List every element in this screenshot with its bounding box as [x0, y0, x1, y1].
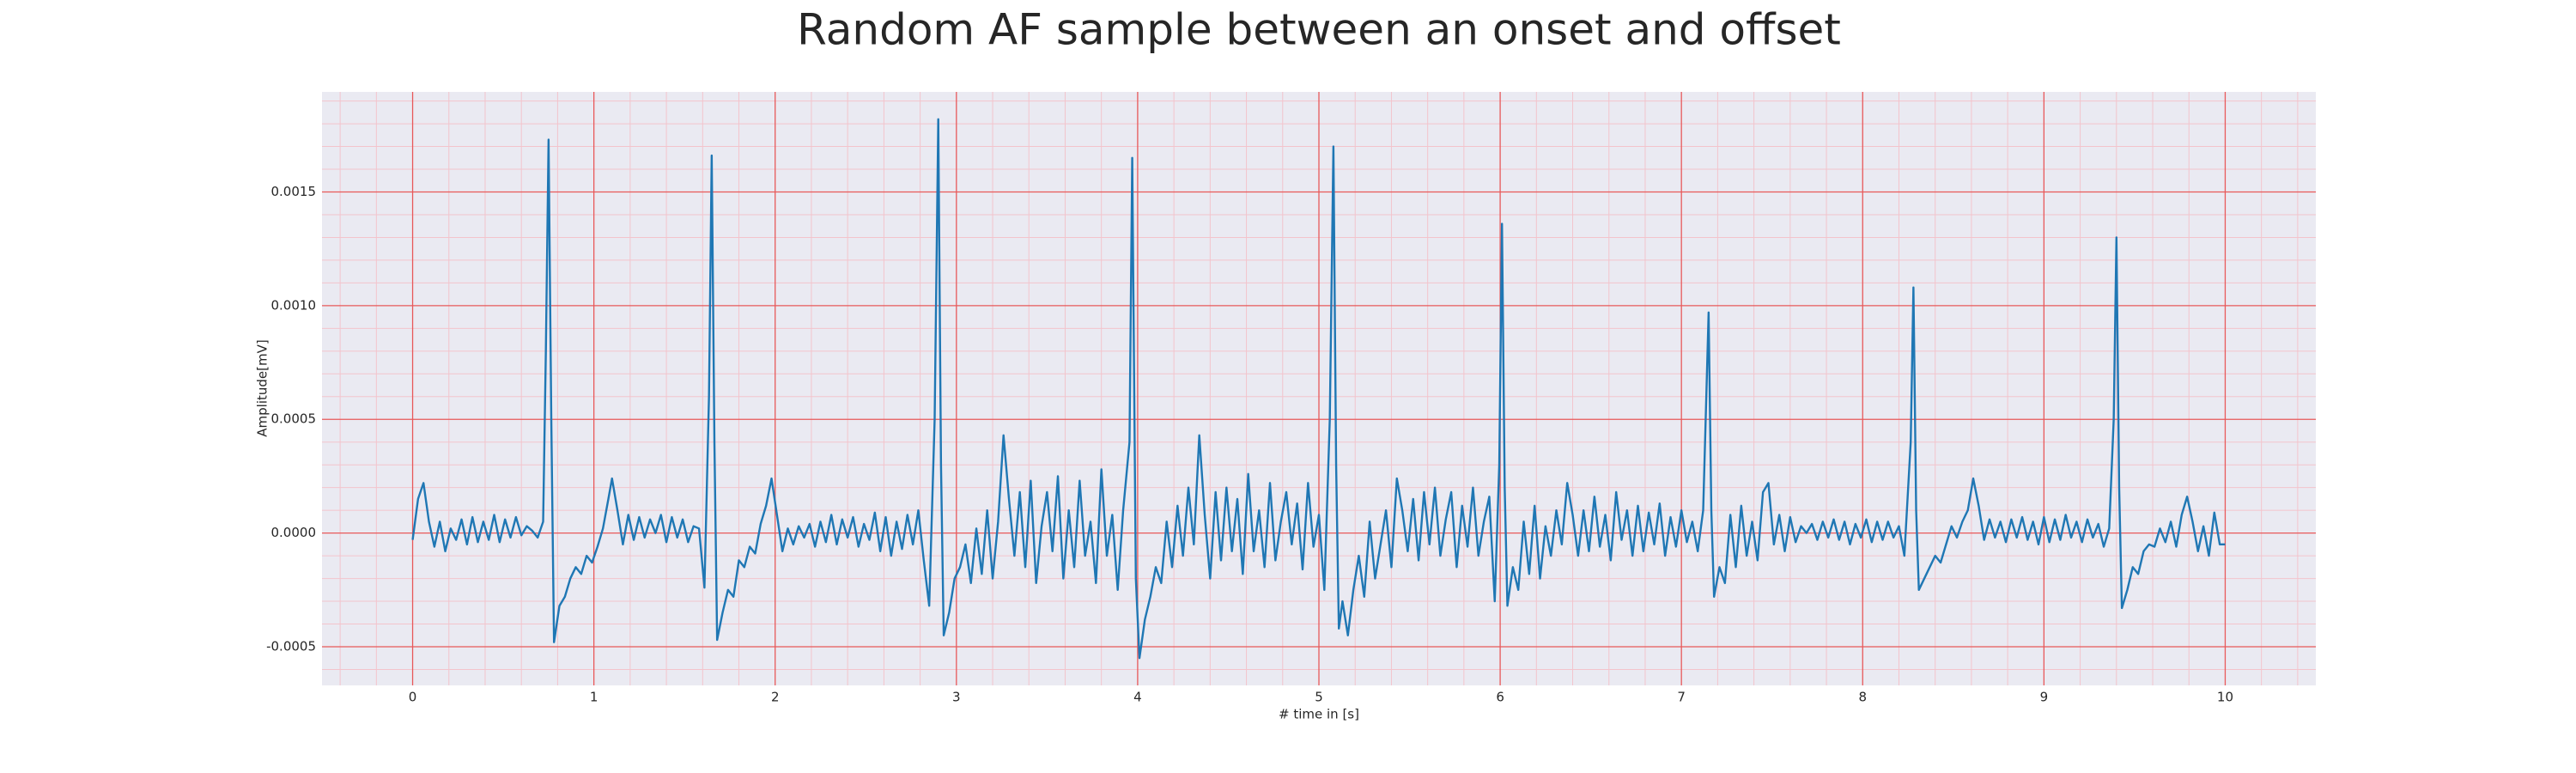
y-tick-label: 0.0015	[271, 184, 317, 199]
ticks: 0 1 2 3 4 5 6 7 8 9 10 -0.0005 0.0000 0.0005 0.0010 0.0…	[266, 184, 2233, 705]
x-tick-label: 6	[1496, 690, 1504, 705]
y-tick-label: 0.0005	[271, 411, 317, 427]
y-tick-label: 0.0010	[271, 297, 317, 313]
x-tick-label: 9	[2040, 690, 2049, 705]
x-tick-label: 10	[2217, 690, 2233, 705]
y-tick-label: -0.0005	[266, 638, 316, 654]
x-tick-label: 4	[1133, 690, 1142, 705]
x-tick-label: 3	[952, 690, 961, 705]
x-axis-label: # time in [s]	[1279, 707, 1359, 722]
x-tick-label: 2	[771, 690, 780, 705]
y-tick-label: 0.0000	[271, 525, 317, 540]
x-tick-label: 7	[1677, 690, 1686, 705]
chart-title: Random AF sample between an onset and of…	[797, 5, 1841, 55]
x-tick-label: 0	[409, 690, 417, 705]
signal-line	[411, 118, 2226, 660]
x-tick-label: 1	[590, 690, 598, 705]
x-tick-label: 5	[1315, 690, 1323, 705]
x-tick-label: 8	[1858, 690, 1867, 705]
y-axis-label: Amplitude[mV]	[255, 339, 270, 436]
series	[411, 118, 2226, 660]
